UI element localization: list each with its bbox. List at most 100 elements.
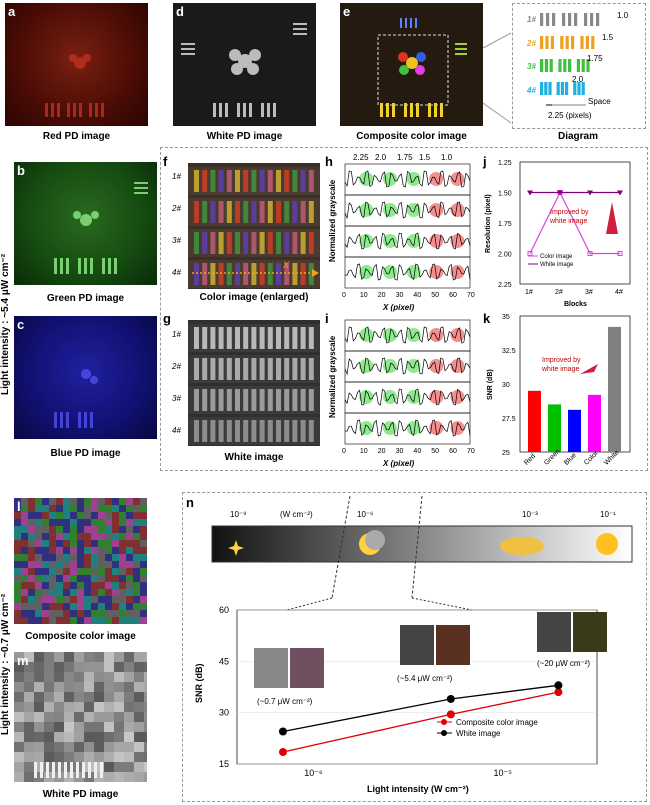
noise-cell (28, 596, 35, 603)
j-xlabel: Blocks (564, 301, 587, 308)
green-marker (359, 328, 374, 342)
thumb-white (254, 648, 288, 688)
noise-cell (98, 526, 105, 533)
f-bar (292, 232, 298, 254)
noise-cell-gray (144, 752, 147, 762)
noise-cell-gray (74, 652, 84, 662)
noise-cell (77, 610, 84, 617)
noise-cell-gray (34, 712, 44, 722)
noise-cell-gray (24, 722, 34, 732)
composite-color-image (340, 3, 483, 126)
red-marker (429, 359, 444, 373)
noise-cell-gray (74, 672, 84, 682)
noise-cell-gray (94, 762, 104, 772)
noise-cell (98, 512, 105, 519)
noise-cell-gray (144, 692, 147, 702)
noise-cell (56, 561, 63, 568)
noise-cell (77, 519, 84, 526)
noise-cell (56, 575, 63, 582)
noise-cell (84, 498, 91, 505)
g-row-4: 4# (172, 426, 181, 435)
noise-cell (49, 596, 56, 603)
g-bar (226, 358, 232, 380)
diagram-bar (546, 13, 550, 26)
thumb-color (573, 612, 607, 652)
noise-cell (105, 526, 112, 533)
f-bar (259, 232, 265, 254)
diagram-box (512, 3, 646, 129)
noise-cell (70, 540, 77, 547)
profile-line (344, 357, 471, 376)
f-bar (276, 263, 281, 285)
noise-cell (14, 561, 21, 568)
noise-cell (35, 540, 42, 547)
n-xlabel: Light intensity (W cm⁻²) (367, 784, 469, 794)
f-bar (267, 263, 273, 285)
green-marker (406, 390, 421, 404)
noise-cell-gray (34, 722, 44, 732)
n-ytick: 30 (219, 708, 229, 718)
noise-cell (49, 575, 56, 582)
f-bar (218, 232, 224, 254)
noise-cell (49, 603, 56, 610)
noise-cell (35, 498, 42, 505)
g-bar (259, 420, 265, 442)
noise-cell-gray (54, 712, 64, 722)
noise-cell-gray (144, 742, 147, 752)
noise-cell-gray (114, 692, 124, 702)
panel-label-g: g (163, 311, 171, 326)
diagram-space-label: Space (588, 97, 611, 106)
noise-cell (28, 603, 35, 610)
noise-cell (21, 519, 28, 526)
noise-cell (56, 617, 63, 624)
moon-shadow (365, 530, 385, 550)
noise-cell (112, 505, 119, 512)
noise-cell-gray (44, 692, 54, 702)
noise-cell (105, 512, 112, 519)
noise-cell (126, 533, 133, 540)
noise-cell-gray (84, 692, 94, 702)
noise-cell-gray (124, 662, 134, 672)
diagram-bar (560, 36, 564, 49)
noise-cell (56, 547, 63, 554)
profile-line (344, 263, 471, 281)
diagram-bar (562, 13, 566, 26)
noise-cell (35, 533, 42, 540)
f-bar (267, 232, 273, 254)
noise-cell-gray (64, 742, 74, 752)
k-bar (528, 390, 541, 452)
g-bar (235, 420, 240, 442)
noise-cell (119, 540, 126, 547)
blue-pd-pattern (54, 369, 98, 428)
noise-cell (126, 519, 133, 526)
f-bar (308, 263, 314, 285)
red-marker (429, 172, 444, 186)
noise-cell (63, 526, 70, 533)
noise-cell-gray (124, 732, 134, 742)
profile-xtick: 40 (413, 448, 421, 455)
noise-cell-gray (54, 702, 64, 712)
noise-cell-gray (134, 742, 144, 752)
noise-cell (42, 512, 49, 519)
noise-cell (126, 540, 133, 547)
profile-xtick: 30 (396, 448, 404, 455)
noise-cell (14, 589, 21, 596)
noise-cell (119, 505, 126, 512)
noise-cell (35, 582, 42, 589)
noise-cell-gray (104, 712, 114, 722)
noise-cell (21, 505, 28, 512)
j-ylabel: Resolution (pixel) (485, 194, 492, 253)
noise-cell-gray (114, 732, 124, 742)
noise-cell (35, 596, 42, 603)
noise-cell-gray (34, 692, 44, 702)
f-bar (218, 170, 224, 192)
noise-cell (21, 547, 28, 554)
noise-cell-gray (144, 712, 147, 722)
i-ylabel: Normalized grayscale (328, 335, 337, 418)
green-marker (406, 421, 421, 435)
intensity-gradient-bar (211, 525, 633, 563)
noise-cell (56, 589, 63, 596)
panel-label-j: j (483, 154, 487, 169)
noise-cell (119, 498, 126, 505)
noise-cell (140, 519, 147, 526)
